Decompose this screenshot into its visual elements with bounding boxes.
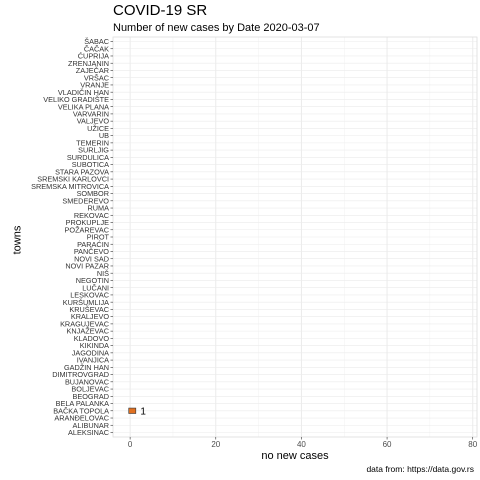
y-tick-label: UB: [99, 131, 109, 140]
y-tick-label: VELIKO GRADIŠTE: [43, 95, 109, 104]
y-tick-label: DIMITROVGRAD: [52, 370, 109, 379]
x-axis-label: no new cases: [261, 450, 329, 462]
y-tick-labels: ŠABACČAČAKĆUPRIJAZRENJANINZAJEČARVRŠACVR…: [31, 37, 113, 437]
y-tick-label: ZRENJANIN: [68, 59, 109, 68]
grid: [112, 36, 478, 438]
y-tick-label: VRŠAC: [84, 73, 109, 82]
x-tick-label: 80: [468, 440, 477, 449]
y-tick-label: BAČKA TOPOLA: [53, 406, 109, 415]
y-tick-label: KURŠUMLIJA: [63, 298, 109, 307]
y-tick-label: KRAGUJEVAC: [60, 319, 109, 328]
y-tick-label: ŠABAC: [84, 37, 109, 46]
y-tick-label: IVANJICA: [77, 356, 109, 365]
y-tick-label: VRANJE: [80, 81, 109, 90]
y-tick-label: PANČEVO: [74, 247, 109, 256]
chart-subtitle: Number of new cases by Date 2020-03-07: [113, 22, 320, 34]
y-tick-label: KLADOVO: [74, 334, 110, 343]
y-tick-label: SURLJIG: [78, 146, 109, 155]
bars: 1: [128, 406, 146, 417]
y-tick-label: LESKOVAC: [70, 291, 109, 300]
y-tick-label: VARVARIN: [73, 110, 109, 119]
y-tick-label: GADŽIN HAN: [64, 363, 109, 372]
y-tick-label: STARA PAZOVA: [55, 167, 109, 176]
y-tick-label: BELA PALANKA: [56, 399, 110, 408]
bar: [128, 407, 137, 414]
y-tick-label: ALIBUNAR: [73, 421, 110, 430]
x-tick-label: 0: [128, 440, 133, 449]
y-tick-label: REKOVAC: [74, 211, 109, 220]
x-tick-label: 40: [297, 440, 306, 449]
y-tick-label: VLADIČIN HAN: [58, 88, 109, 97]
y-axis-label: towns: [11, 225, 24, 255]
y-tick-label: PROKUPLJE: [66, 218, 110, 227]
y-tick-label: POŽAREVAC: [65, 225, 109, 234]
y-tick-label: PIROT: [87, 233, 110, 242]
data-label: 1: [140, 406, 146, 417]
y-tick-label: KNJAŽEVAC: [67, 327, 109, 336]
y-tick-label: SMEDEREVO: [62, 196, 109, 205]
y-tick-label: SUBOTICA: [72, 160, 109, 169]
y-tick-label: SOMBOR: [77, 189, 109, 198]
chart-caption: data from: https://data.gov.rs: [366, 464, 474, 474]
x-tick-label: 20: [211, 440, 220, 449]
y-tick-label: UŽICE: [87, 124, 109, 133]
y-tick-label: NOVI SAD: [74, 254, 109, 263]
y-tick-label: VALJEVO: [77, 117, 110, 126]
y-tick-label: NOVI PAZAR: [65, 262, 109, 271]
y-tick-label: LUČANI: [82, 283, 109, 292]
y-tick-label: JAGODINA: [72, 348, 109, 357]
y-tick-label: TEMERIN: [76, 138, 109, 147]
x-tick-label: 60: [383, 440, 392, 449]
y-tick-label: NEGOTIN: [76, 276, 109, 285]
y-tick-label: ZAJEČAR: [76, 66, 109, 75]
y-tick-label: BEOGRAD: [73, 392, 110, 401]
y-tick-label: KRALJEVO: [71, 312, 109, 321]
y-tick-label: ARANĐELOVAC: [54, 414, 109, 423]
y-tick-label: BUJANOVAC: [65, 377, 109, 386]
y-tick-label: PARAĆIN: [77, 240, 109, 249]
y-tick-label: KIKINDA: [80, 341, 109, 350]
y-tick-label: SREMSKI KARLOVCI: [37, 175, 109, 184]
y-tick-label: NIŠ: [97, 269, 109, 278]
y-tick-label: SURDULICA: [67, 153, 109, 162]
y-tick-label: ALEKSINAC: [68, 428, 109, 437]
y-tick-label: BOLJEVAC: [71, 385, 109, 394]
x-tick-labels: 0 20 40 60 80: [128, 437, 478, 449]
y-tick-label: ČAČAK: [84, 44, 109, 53]
y-tick-label: VELIKA PLANA: [58, 102, 109, 111]
y-tick-label: ĆUPRIJA: [78, 52, 109, 61]
y-tick-label: RUMA: [88, 204, 110, 213]
y-tick-label: KRUŠEVAC: [69, 305, 109, 314]
chart-title: COVID-19 SR: [113, 2, 208, 19]
y-tick-label: SREMSKA MITROVICA: [31, 182, 109, 191]
